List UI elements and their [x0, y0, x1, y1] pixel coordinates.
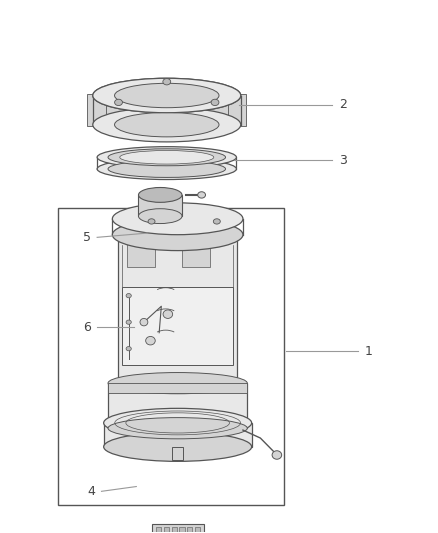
Ellipse shape [93, 78, 241, 113]
Ellipse shape [148, 219, 155, 224]
Bar [152, 524, 204, 533]
Ellipse shape [113, 203, 243, 235]
Bar [138, 195, 182, 216]
Ellipse shape [113, 219, 243, 251]
Ellipse shape [126, 320, 131, 324]
Bar [108, 383, 247, 393]
Bar [104, 423, 252, 447]
FancyBboxPatch shape [88, 94, 107, 126]
Ellipse shape [93, 108, 241, 142]
Ellipse shape [120, 150, 214, 164]
Ellipse shape [115, 83, 219, 108]
Bar [187, 527, 192, 533]
Ellipse shape [108, 418, 247, 439]
Ellipse shape [138, 188, 182, 203]
Ellipse shape [104, 432, 252, 462]
Bar [164, 527, 169, 533]
Bar [195, 527, 200, 533]
Ellipse shape [146, 336, 155, 345]
Ellipse shape [93, 78, 241, 113]
Ellipse shape [97, 158, 237, 180]
Bar [156, 527, 161, 533]
Text: 3: 3 [339, 154, 346, 167]
FancyBboxPatch shape [106, 94, 126, 126]
Ellipse shape [108, 160, 226, 177]
Ellipse shape [108, 149, 226, 166]
Ellipse shape [126, 294, 131, 298]
Ellipse shape [213, 219, 220, 224]
Bar [172, 527, 177, 533]
Bar [118, 235, 237, 383]
FancyBboxPatch shape [138, 94, 158, 126]
Bar [122, 287, 233, 365]
Ellipse shape [118, 223, 237, 247]
Ellipse shape [211, 99, 219, 106]
Ellipse shape [115, 83, 219, 108]
Ellipse shape [163, 78, 171, 85]
Bar [180, 527, 185, 533]
Text: 4: 4 [87, 485, 95, 498]
Bar [127, 243, 155, 266]
Bar [172, 447, 184, 460]
Ellipse shape [97, 147, 237, 168]
Ellipse shape [115, 112, 219, 137]
Ellipse shape [198, 192, 205, 198]
Text: 5: 5 [83, 231, 91, 244]
Ellipse shape [108, 373, 247, 394]
Ellipse shape [115, 99, 123, 106]
Ellipse shape [138, 209, 182, 223]
Ellipse shape [104, 408, 252, 438]
Bar [182, 243, 210, 266]
FancyBboxPatch shape [208, 94, 228, 126]
Text: 2: 2 [339, 98, 346, 111]
Ellipse shape [272, 451, 282, 459]
Ellipse shape [140, 318, 148, 326]
FancyBboxPatch shape [226, 94, 246, 126]
Text: 1: 1 [365, 345, 373, 358]
Bar [108, 383, 247, 428]
Ellipse shape [126, 346, 131, 351]
FancyBboxPatch shape [175, 94, 195, 126]
Bar [58, 208, 284, 505]
Ellipse shape [163, 310, 173, 318]
Text: 6: 6 [83, 321, 91, 334]
